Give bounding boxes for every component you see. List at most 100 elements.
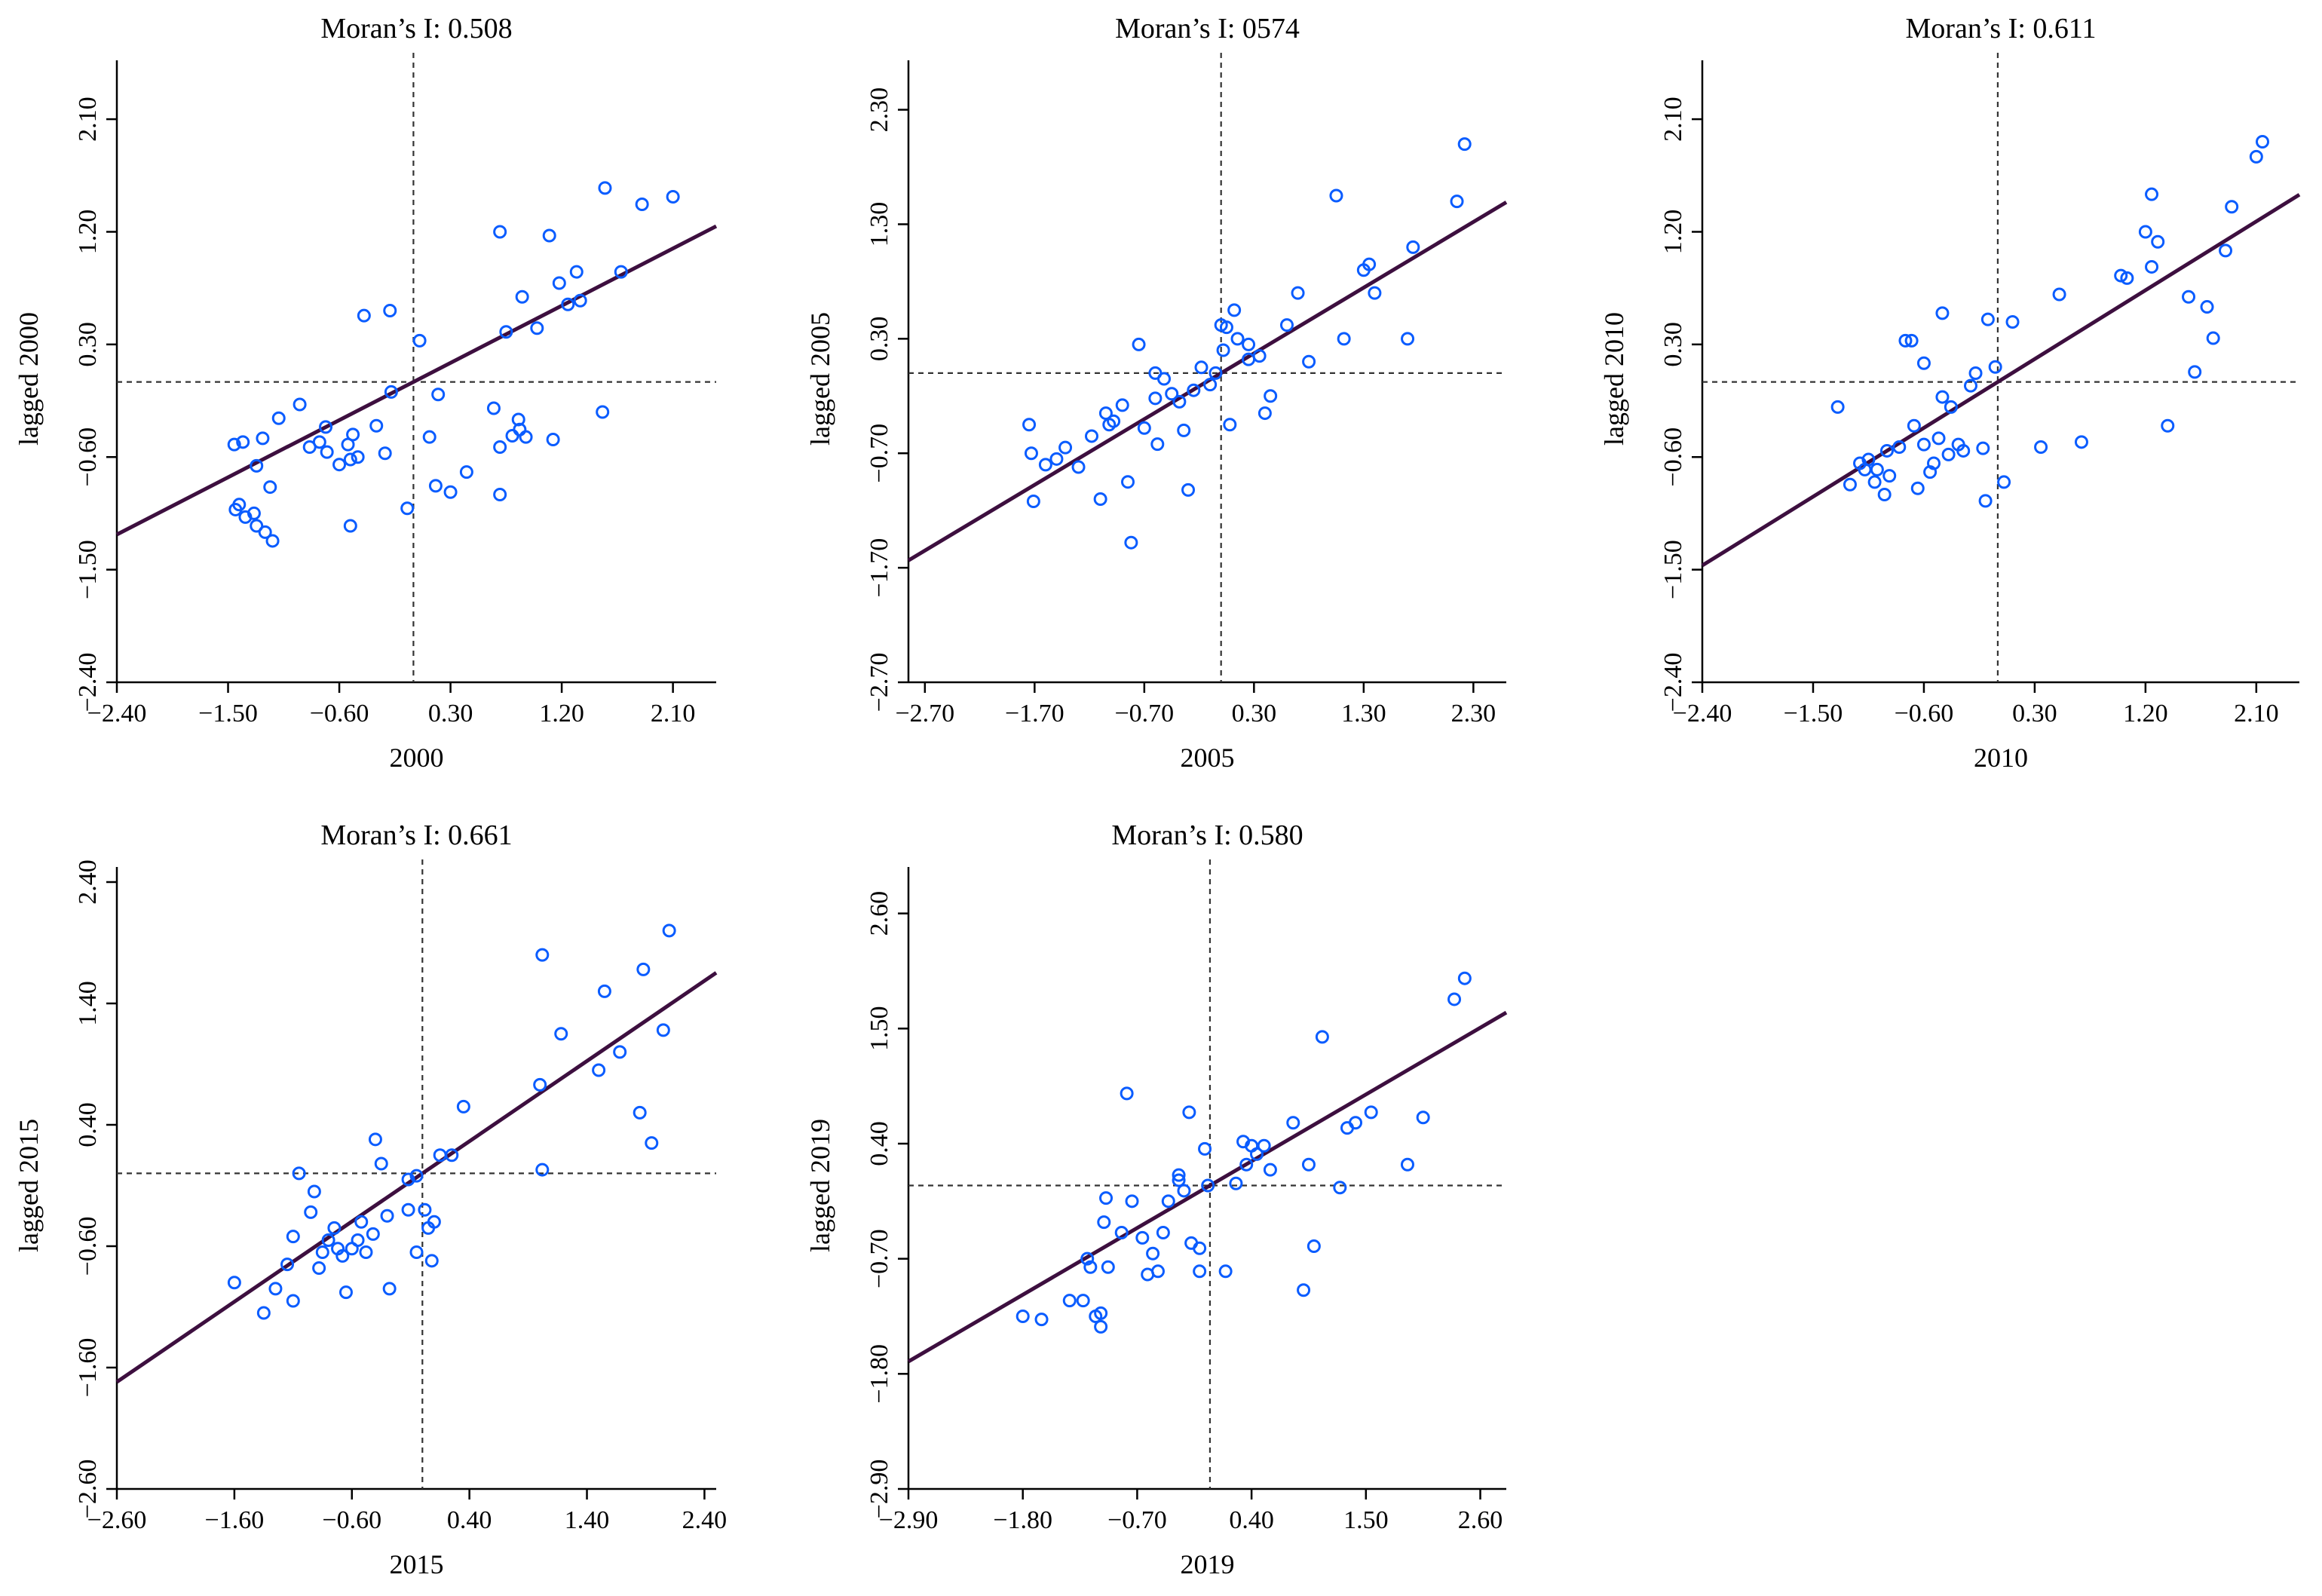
data-point [1264,389,1278,403]
data-point [1097,1215,1111,1230]
data-point [354,1215,369,1229]
x-tick-label: 1.30 [1341,700,1386,728]
data-point [505,429,519,443]
regression-line [907,1010,1508,1364]
x-axis-label: 2010 [1974,743,2028,773]
data-point [1172,1168,1186,1182]
data-point [256,1306,271,1320]
data-point [1368,286,1382,300]
data-point [268,1282,283,1296]
data-point [280,1258,295,1272]
data-point [409,1245,424,1260]
data-point [1935,306,1950,320]
x-tick-label: −1.50 [198,700,258,728]
data-point [1307,1239,1321,1253]
data-point [1867,475,1882,489]
chart-title: Moran’s I: 0.661 [320,819,512,851]
data-point [321,1233,335,1247]
x-tick-label: −2.60 [87,1506,147,1534]
y-tick-label: −2.70 [865,653,893,712]
data-point [597,984,611,998]
data-point [1242,337,1256,351]
data-point [1148,366,1163,380]
y-tick-label: 0.30 [1659,322,1687,367]
y-tick-label: −2.40 [1659,653,1687,712]
data-point [530,321,544,335]
x-axis-label: 2000 [390,743,444,773]
data-point [554,1027,568,1041]
x-tick-label: 2.60 [1458,1506,1503,1534]
data-point [1406,240,1420,254]
data-point [645,1136,659,1150]
data-point [232,498,247,512]
data-point [546,433,560,446]
data-point [1362,257,1377,271]
chart-panel: Moran’s I: 0.661 −2.60 −1.60 −0.60 0.40 1.40 2… [14,819,727,1579]
x-tick-label: 0.40 [447,1506,492,1534]
data-point [312,435,326,449]
data-point [320,445,334,459]
data-point [1279,318,1294,332]
data-point [1286,1116,1300,1130]
data-point [1083,1260,1098,1274]
x-tick-label: 2.40 [682,1506,728,1534]
data-point [1229,1176,1243,1190]
data-point [418,1202,432,1217]
data-point [2145,259,2159,274]
data-point [614,265,628,279]
data-point [1935,390,1950,404]
data-point [401,1172,415,1187]
data-point [1239,1157,1254,1172]
data-point [1400,1157,1414,1172]
data-point [2005,314,2020,329]
data-point [319,420,333,434]
data-point [2219,244,2233,258]
data-point [1148,391,1163,406]
data-point [1923,465,1938,479]
data-point [2206,331,2220,345]
x-tick-label: −2.90 [879,1506,939,1534]
data-point [227,437,241,452]
data-point [1015,1309,1030,1323]
data-point [369,418,384,433]
y-tick-label: −1.50 [1659,540,1687,599]
data-point [384,384,398,399]
data-point [1181,482,1196,497]
data-point [1447,992,1462,1006]
regression-line [115,971,718,1384]
data-point [368,1132,382,1147]
data-point [1219,320,1233,335]
y-tick-label: −0.70 [865,1229,893,1288]
y-tick-label: 1.20 [74,210,102,255]
data-point [422,430,437,444]
chart-panel: Moran’s I: 0.508 −2.40 −1.50 −0.60 0.30 1.20 2… [14,13,718,773]
data-point [1978,494,1993,508]
data-point [382,1282,397,1296]
data-point [1337,332,1351,346]
data-point [1216,343,1230,357]
data-point [1141,1267,1155,1282]
data-point [2120,271,2134,285]
data-point [1931,431,1946,446]
y-axis-label: lagged 2010 [1599,312,1629,446]
chart-title: Moran’s I: 0.611 [1906,13,2097,44]
x-axis-label: 2015 [390,1549,444,1579]
data-point [247,506,261,520]
data-point [374,1156,388,1171]
data-point [1457,971,1472,985]
y-tick-label: −1.70 [865,538,893,598]
data-point [1107,414,1121,428]
x-tick-label: 1.20 [539,700,584,728]
y-tick-label: −2.40 [74,653,102,712]
data-point [400,501,415,516]
data-point [412,333,427,348]
data-point [1084,429,1098,443]
data-point [1049,452,1064,466]
data-point [1230,332,1245,346]
data-point [258,525,272,539]
data-point [1120,1086,1134,1101]
y-tick-label: 0.40 [74,1102,102,1147]
data-point [1172,1173,1186,1187]
x-tick-label: −0.70 [1114,700,1174,728]
